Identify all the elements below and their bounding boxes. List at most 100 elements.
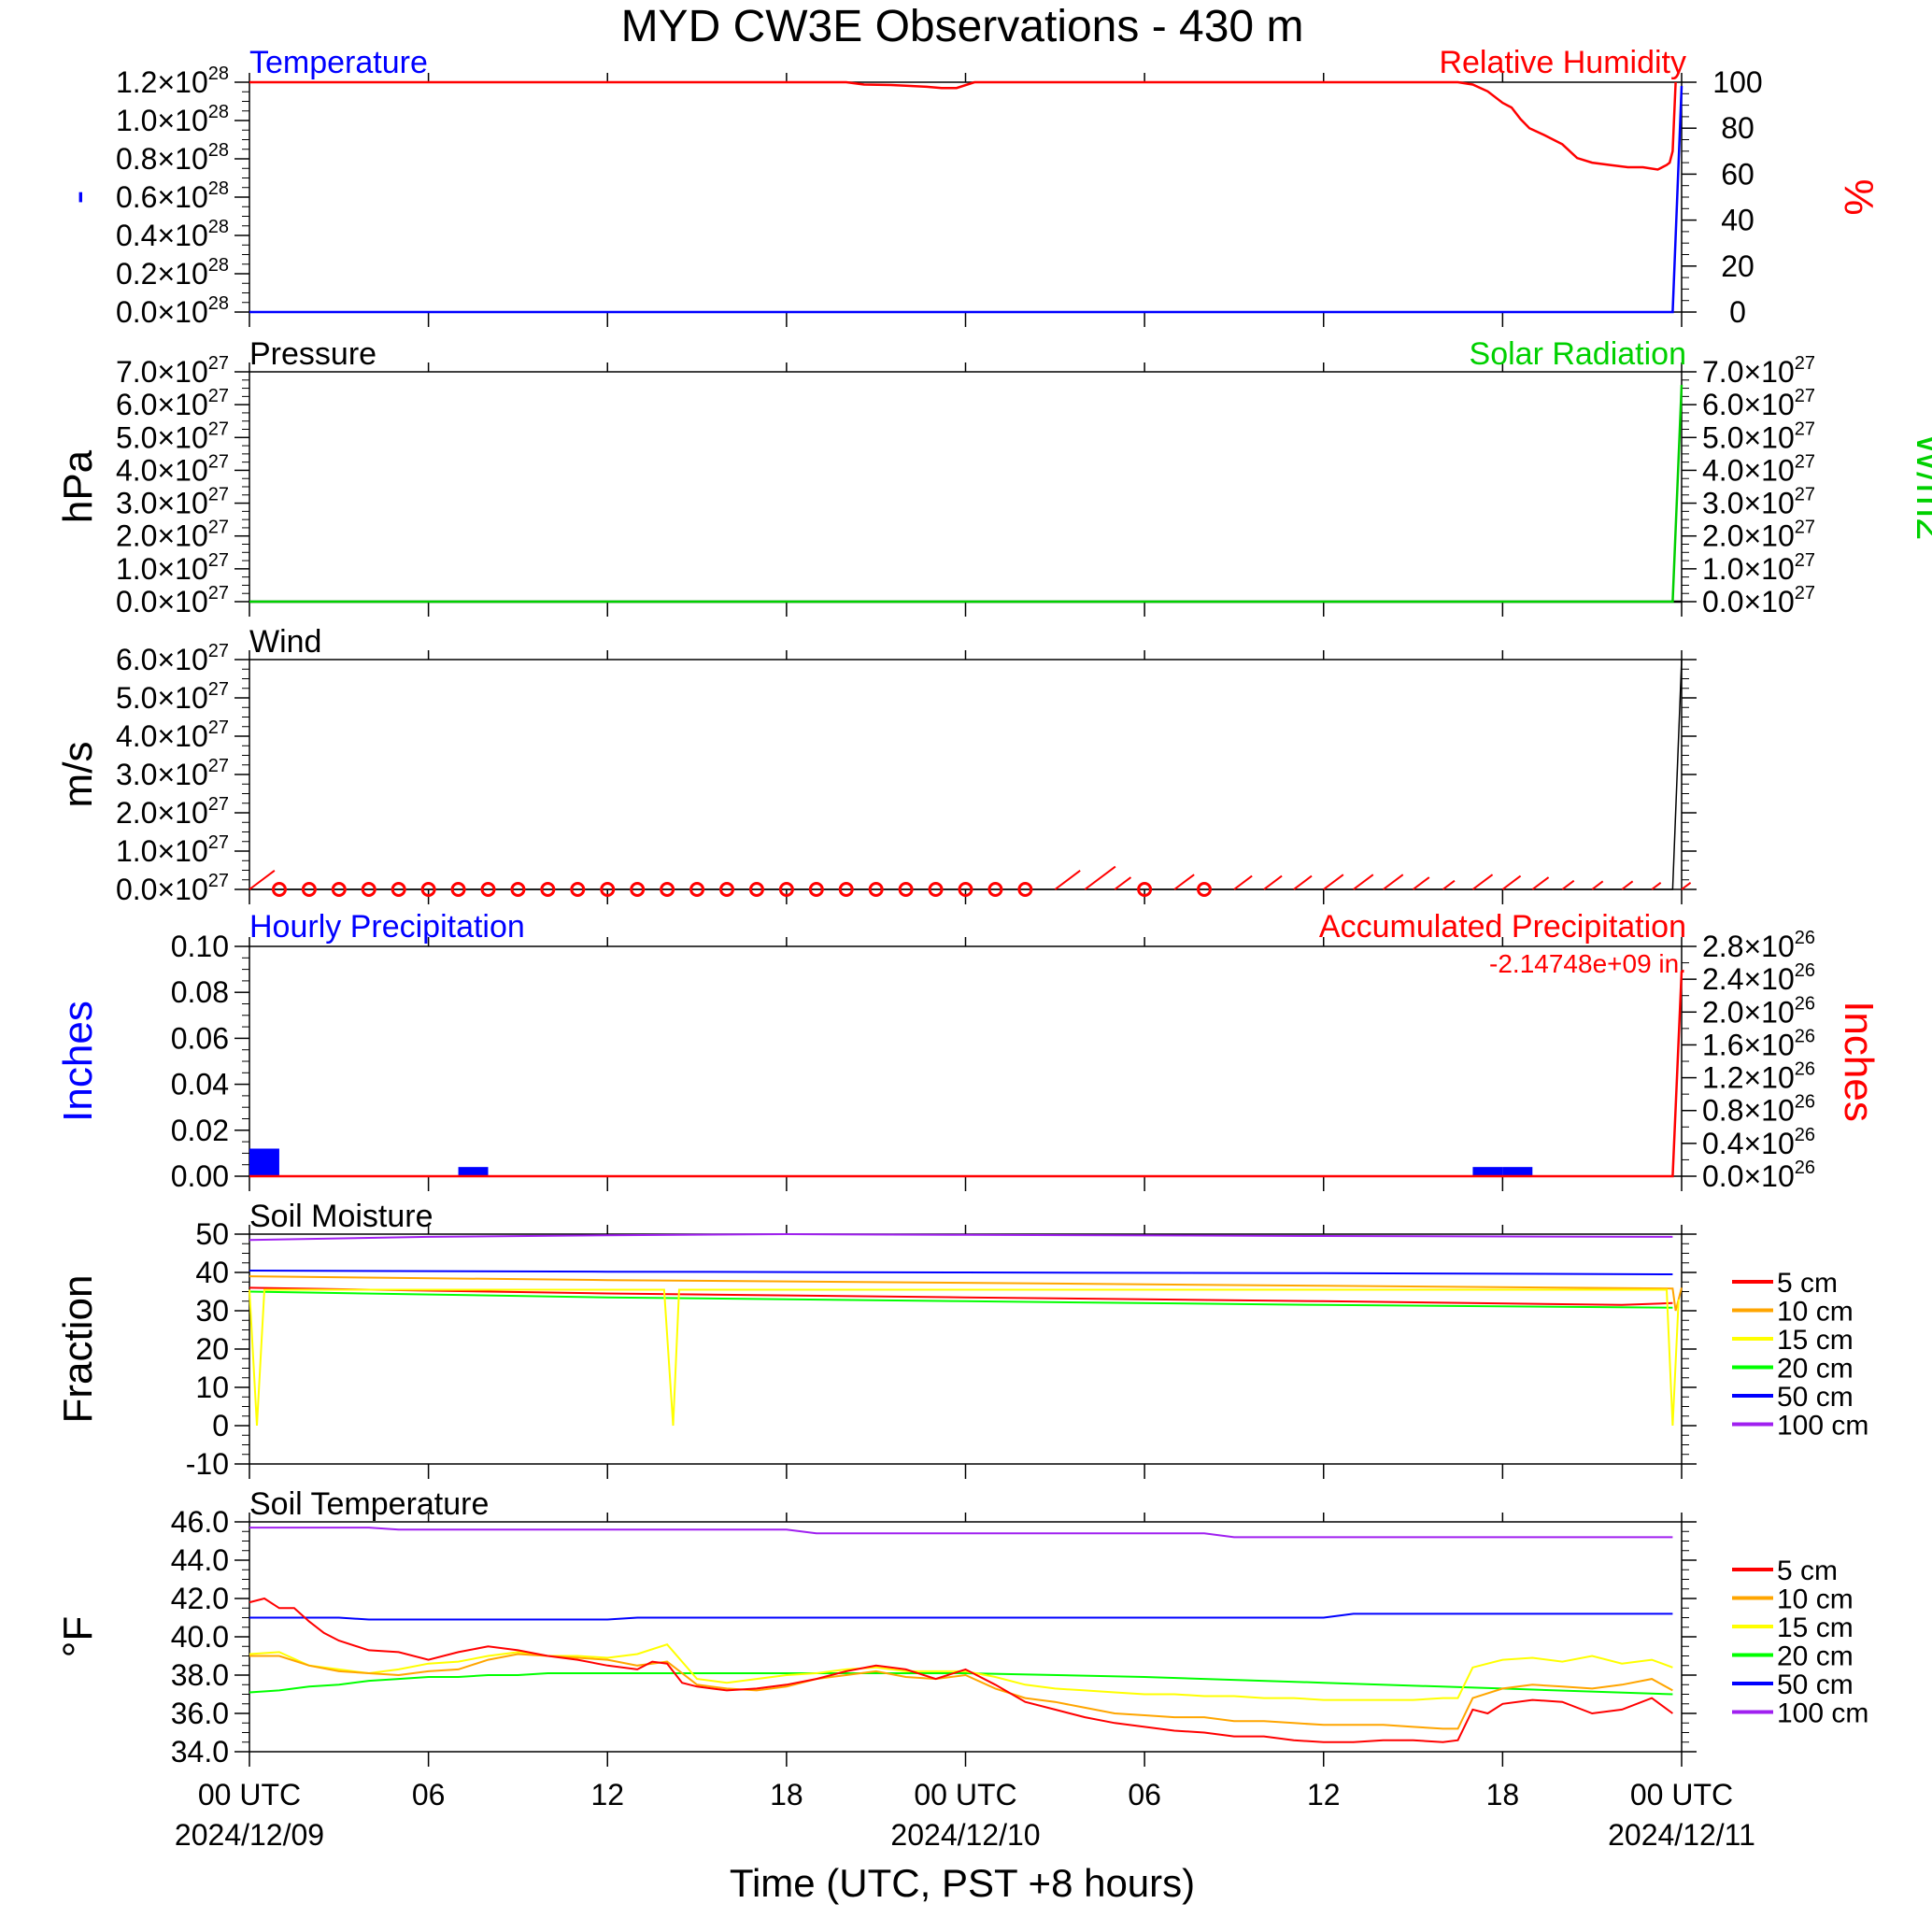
panels: 0.0×10280.2×10280.4×10280.6×10280.8×1028… <box>55 45 1932 1769</box>
legend-label: 20 cm <box>1777 1354 1854 1385</box>
y-tick-label-left: 44.0 <box>171 1543 229 1577</box>
y-tick-label-left: 0.02 <box>171 1114 229 1147</box>
calm-wind-marker <box>570 882 586 897</box>
precip-annotation: -2.14748e+09 in. <box>1489 949 1686 978</box>
series-soil-temperature-4 <box>249 1613 1673 1621</box>
y-tick-label-left: 0.06 <box>171 1021 229 1055</box>
y-tick-label-left: 5.0×1027 <box>116 679 229 715</box>
wind-barb <box>1471 874 1494 890</box>
series-soil-temperature-1 <box>249 1653 1673 1730</box>
panel-title-left: Temperature <box>249 45 428 80</box>
y-axis-title-left: °F <box>55 1616 101 1657</box>
wind-barb <box>1651 881 1662 890</box>
calm-wind-marker <box>540 882 556 897</box>
y-tick-label-left: 38.0 <box>171 1658 229 1692</box>
y-tick-label-left: 5.0×1027 <box>116 419 229 454</box>
wind-barb <box>1263 874 1283 890</box>
y-tick-label-right: 2.8×1026 <box>1702 928 1815 963</box>
y-tick-label-right: 0 <box>1729 295 1746 329</box>
panel-title-left: Soil Moisture <box>249 1199 433 1234</box>
y-tick-label-left: 30 <box>195 1294 229 1328</box>
legend-label: 20 cm <box>1777 1641 1854 1672</box>
calm-wind-marker <box>838 882 854 897</box>
panel-soil-temperature: 34.0 36.0 38.0 40.0 42.0 44.0 46.0 Soil Tempera… <box>55 1486 1868 1769</box>
series-soil-moisture-1 <box>249 1275 1683 1312</box>
legend-label: 50 cm <box>1777 1669 1854 1700</box>
time-axis-title: Time (UTC, PST +8 hours) <box>730 1861 1195 1905</box>
y-tick-label-left: 36.0 <box>171 1697 229 1730</box>
series-accumulated-precipitation <box>249 971 1683 1178</box>
y-tick-label-right: 1.0×1027 <box>1702 550 1815 586</box>
series-soil-temperature-2 <box>249 1643 1673 1701</box>
calm-wind-marker <box>748 882 764 897</box>
x-tick-label: 18 <box>1486 1778 1520 1811</box>
x-tick-date: 2024/12/09 <box>175 1818 324 1852</box>
y-tick-label-right: 60 <box>1721 157 1754 191</box>
y-tick-label-left: 4.0×1027 <box>116 451 229 487</box>
panel-title-left: Wind <box>249 624 321 660</box>
series-temperature <box>249 86 1683 314</box>
wind-barb <box>1531 876 1550 890</box>
y-tick-label-left: 0.08 <box>171 975 229 1009</box>
legend-label: 15 cm <box>1777 1325 1854 1356</box>
time-axis: 00 UTC 2024/12/09 06 12 18 00 UTC 2024/12/10 06… <box>175 1778 1755 1852</box>
y-tick-label-left: 42.0 <box>171 1582 229 1615</box>
wind-barb <box>249 870 276 890</box>
plot-frame <box>249 659 1683 890</box>
x-tick-label: 00 UTC <box>198 1778 301 1811</box>
y-tick-label-right: 100 <box>1712 65 1762 99</box>
calm-wind-marker <box>450 882 466 897</box>
wind-barb <box>1591 880 1604 890</box>
calm-wind-marker <box>420 882 436 897</box>
y-axis-title-left: hPa <box>55 449 101 523</box>
precip-bar <box>249 1148 279 1176</box>
precip-bar <box>1472 1167 1503 1176</box>
calm-wind-marker <box>391 882 406 897</box>
y-tick-label-right: 0.4×1026 <box>1702 1125 1815 1160</box>
calm-wind-marker <box>898 882 914 897</box>
calm-wind-marker <box>331 882 347 897</box>
y-tick-label-left: 0.00 <box>171 1159 229 1193</box>
y-tick-label-right: 2.4×1026 <box>1702 960 1815 996</box>
panel-title-left: Soil Temperature <box>249 1486 489 1522</box>
wind-barb <box>1681 881 1692 890</box>
y-tick-label-left: 2.0×1027 <box>116 794 229 830</box>
y-axis-title-right: Inches <box>1836 1001 1882 1122</box>
y-tick-label-left: 1.2×1028 <box>116 64 229 99</box>
panel-title-right: Accumulated Precipitation <box>1319 909 1686 945</box>
y-tick-label-left: 0.6×1028 <box>116 178 229 214</box>
y-tick-label-left: 0.8×1028 <box>116 140 229 176</box>
calm-wind-marker <box>808 882 824 897</box>
calm-wind-marker <box>1017 882 1033 897</box>
wind-barb <box>1621 880 1634 890</box>
panel-title-left: Hourly Precipitation <box>249 909 525 945</box>
plot-frame <box>249 371 1683 603</box>
y-tick-label-left: 40 <box>195 1256 229 1289</box>
x-tick-label: 12 <box>1307 1778 1341 1811</box>
panel-title-right: Solar Radiation <box>1470 336 1686 372</box>
y-tick-label-left: -10 <box>186 1447 229 1481</box>
legend-label: 10 cm <box>1777 1297 1854 1328</box>
y-tick-label-right: 3.0×1027 <box>1702 485 1815 520</box>
x-tick-label: 12 <box>590 1778 624 1811</box>
series-soil-temperature-5 <box>249 1527 1673 1539</box>
y-axis-title-right: % <box>1836 178 1882 215</box>
calm-wind-marker <box>660 882 675 897</box>
x-tick-date: 2024/12/11 <box>1608 1818 1755 1852</box>
y-tick-label-left: 20 <box>195 1332 229 1366</box>
y-tick-label-right: 1.2×1026 <box>1702 1059 1815 1095</box>
series-soil-moisture-2 <box>249 1288 1680 1427</box>
calm-wind-marker <box>361 882 376 897</box>
x-tick-label: 00 UTC <box>1630 1778 1733 1811</box>
y-tick-label-right: 0.0×1027 <box>1702 583 1815 618</box>
y-tick-label-right: 4.0×1027 <box>1702 451 1815 487</box>
x-tick-label: 00 UTC <box>914 1778 1016 1811</box>
y-tick-label-left: 1.0×1027 <box>116 550 229 586</box>
wind-barb <box>1561 879 1575 890</box>
y-tick-label-right: 1.6×1026 <box>1702 1026 1815 1061</box>
y-tick-label-left: 0.10 <box>171 930 229 963</box>
calm-wind-marker <box>778 882 794 897</box>
calm-wind-marker <box>480 882 496 897</box>
y-axis-title-left: Fraction <box>55 1275 101 1424</box>
